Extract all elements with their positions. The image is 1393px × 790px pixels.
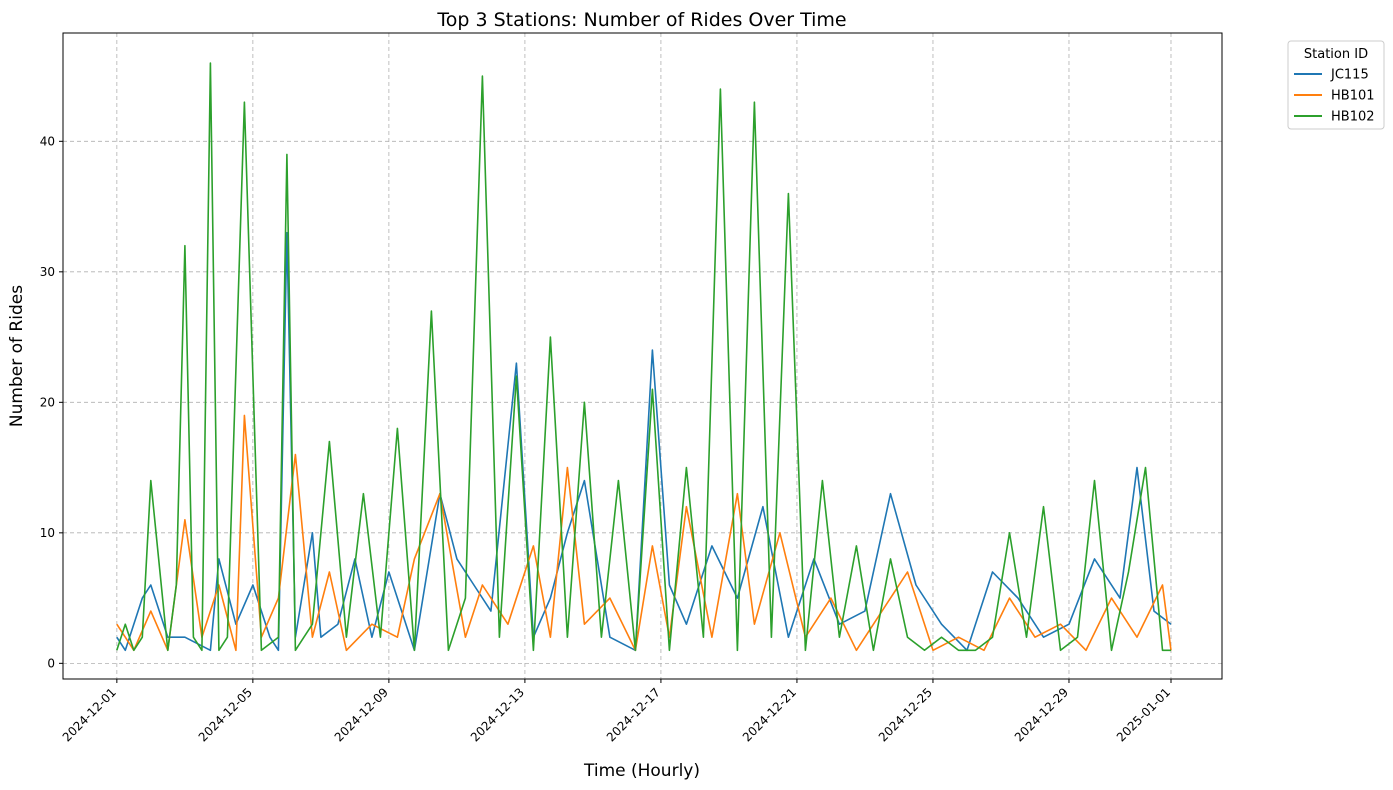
legend-label-hb102: HB102 (1331, 110, 1375, 125)
series-line-jc115 (116, 231, 1172, 652)
x-tick-label: 2025-01-01 (1114, 685, 1173, 744)
series-lines (116, 62, 1172, 652)
series-line-hb102 (116, 62, 1171, 652)
x-tick-label: 2024-12-05 (196, 685, 255, 744)
y-tick-label: 0 (47, 656, 55, 670)
series-line-hb101 (116, 414, 1172, 652)
x-tick-label: 2024-12-29 (1012, 685, 1071, 744)
legend-label-hb101: HB101 (1331, 89, 1375, 104)
y-axis-label: Number of Rides (7, 285, 27, 427)
legend: Station ID JC115 HB101 HB102 (1287, 40, 1385, 130)
x-axis-ticks: 2024-12-01 2024-12-05 2024-12-09 2024-12-13… (60, 679, 1173, 744)
x-tick-label: 2024-12-01 (60, 685, 119, 744)
y-tick-label: 20 (40, 395, 55, 409)
legend-title: Station ID (1304, 47, 1368, 62)
chart-title: Top 3 Stations: Number of Rides Over Tim… (436, 9, 846, 31)
legend-label-jc115: JC115 (1330, 68, 1369, 83)
x-tick-label: 2024-12-21 (740, 685, 799, 744)
x-axis-label: Time (Hourly) (583, 761, 700, 781)
legend-box (1287, 40, 1385, 130)
plot-frame (62, 32, 1223, 680)
y-tick-label: 40 (40, 134, 55, 148)
y-tick-label: 10 (40, 526, 55, 540)
x-tick-label: 2024-12-17 (604, 685, 663, 744)
y-axis-ticks: 0 10 20 30 40 (40, 134, 63, 670)
x-tick-label: 2024-12-13 (468, 685, 527, 744)
x-tick-label: 2024-12-25 (876, 685, 935, 744)
x-tick-label: 2024-12-09 (332, 685, 391, 744)
y-tick-label: 30 (40, 265, 55, 279)
